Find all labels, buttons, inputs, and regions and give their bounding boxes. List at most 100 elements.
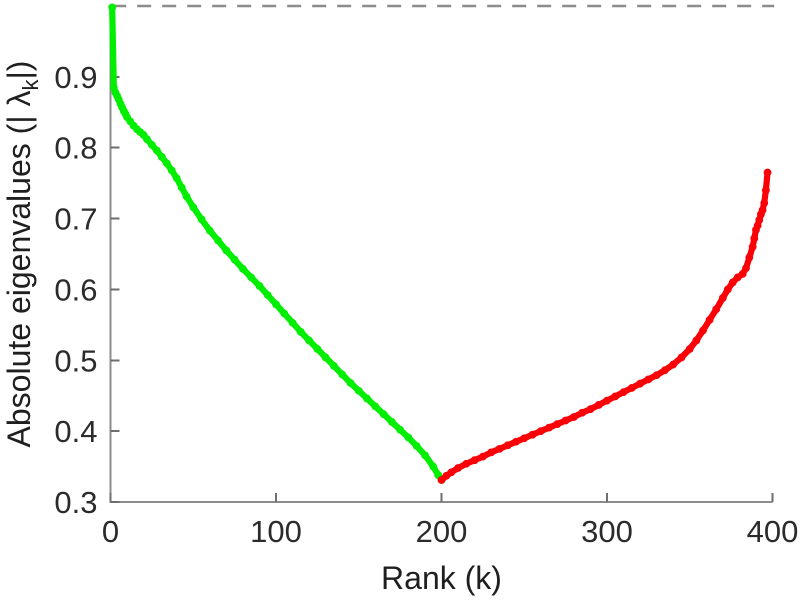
series-marker (338, 370, 347, 379)
y-axis-title: Absolute eigenvalues (| λk|) (1, 61, 43, 448)
series-marker (669, 360, 678, 369)
series-marker (503, 441, 512, 450)
series-marker (197, 215, 206, 224)
series-marker (371, 402, 380, 411)
series-marker (627, 384, 636, 392)
series-marker (761, 186, 770, 195)
series-marker (495, 444, 504, 453)
series-marker (172, 174, 181, 183)
series-marker (692, 336, 701, 345)
series-marker (742, 264, 750, 273)
series-marker (728, 278, 737, 287)
series-marker (288, 318, 297, 327)
series-marker (723, 285, 732, 294)
x-axis-title: Rank (k) (381, 560, 502, 596)
series-marker (280, 309, 289, 318)
series-marker (255, 281, 264, 290)
series-marker (447, 468, 456, 477)
y-axis-title-subscript: k (18, 79, 43, 91)
y-axis-title-main: Absolute eigenvalues (| λk|) (1, 61, 43, 448)
x-tick-label: 0 (102, 514, 119, 549)
series-marker (536, 427, 545, 436)
x-tick-label: 100 (250, 514, 302, 549)
series-marker (189, 203, 198, 212)
series-marker (763, 168, 772, 177)
series-marker (528, 430, 537, 439)
series-marker (412, 442, 421, 450)
x-tick-label: 300 (581, 514, 633, 549)
series-marker (387, 418, 396, 426)
series-marker (454, 464, 462, 472)
series-marker (379, 410, 388, 419)
series-marker (330, 362, 338, 370)
series-marker (512, 437, 520, 446)
series-marker (758, 206, 767, 214)
series-marker (321, 353, 330, 362)
series-marker (750, 234, 759, 243)
series-marker (478, 452, 487, 461)
y-tick-label: 0.8 (54, 131, 97, 166)
series-marker (363, 394, 371, 403)
series-marker (354, 386, 363, 395)
series-marker (272, 300, 280, 309)
series-marker (205, 226, 214, 235)
series-marker (470, 456, 479, 465)
series-marker (603, 396, 611, 405)
y-tick-label: 0.5 (54, 343, 97, 378)
y-axis-title-tail: |) (1, 61, 37, 80)
x-tick-label: 200 (416, 514, 468, 549)
series-marker (214, 236, 222, 245)
series-marker (699, 326, 707, 335)
series-marker (636, 379, 644, 388)
series-marker (157, 153, 166, 161)
series-marker (429, 462, 438, 471)
series-unstable-eigenvalues (437, 168, 772, 484)
series-marker (594, 401, 603, 409)
series-marker (263, 291, 272, 299)
series-marker (619, 388, 628, 397)
series-marker (561, 416, 570, 425)
y-tick-label: 0.9 (54, 60, 97, 95)
series-marker (652, 371, 661, 380)
y-tick-label: 0.7 (54, 202, 97, 237)
series-marker (177, 183, 186, 192)
series-marker (167, 166, 176, 175)
y-tick-label: 0.6 (54, 272, 97, 307)
series-marker (313, 345, 322, 353)
series-marker (520, 434, 529, 443)
series-marker (611, 392, 620, 401)
series-marker (462, 459, 471, 468)
series-marker (545, 423, 553, 432)
series-marker (239, 264, 247, 273)
series-marker (404, 433, 413, 442)
series-stable-eigenvalues (108, 3, 446, 484)
series-marker (745, 253, 754, 262)
series-marker (487, 448, 496, 457)
series-marker (162, 159, 171, 168)
series-marker (738, 269, 747, 278)
series-marker (182, 192, 191, 201)
series-marker (247, 273, 256, 282)
y-tick-label: 0.4 (54, 414, 97, 449)
series-marker (748, 243, 757, 251)
series-marker (147, 140, 156, 149)
series-marker (718, 294, 727, 302)
series-marker (677, 353, 686, 362)
series-marker (570, 413, 578, 421)
series-marker (685, 345, 694, 353)
series-marker (108, 3, 117, 12)
series-marker (396, 425, 405, 434)
series-marker (346, 379, 355, 387)
series-marker (421, 451, 429, 460)
series-marker (760, 199, 769, 207)
series-marker (152, 146, 161, 155)
series-marker (230, 255, 239, 264)
series-marker (712, 305, 721, 314)
series-marker (578, 408, 587, 417)
series-marker (661, 366, 669, 375)
series-marker (222, 246, 231, 255)
y-tick-label: 0.3 (54, 485, 97, 520)
series-marker (586, 405, 595, 414)
